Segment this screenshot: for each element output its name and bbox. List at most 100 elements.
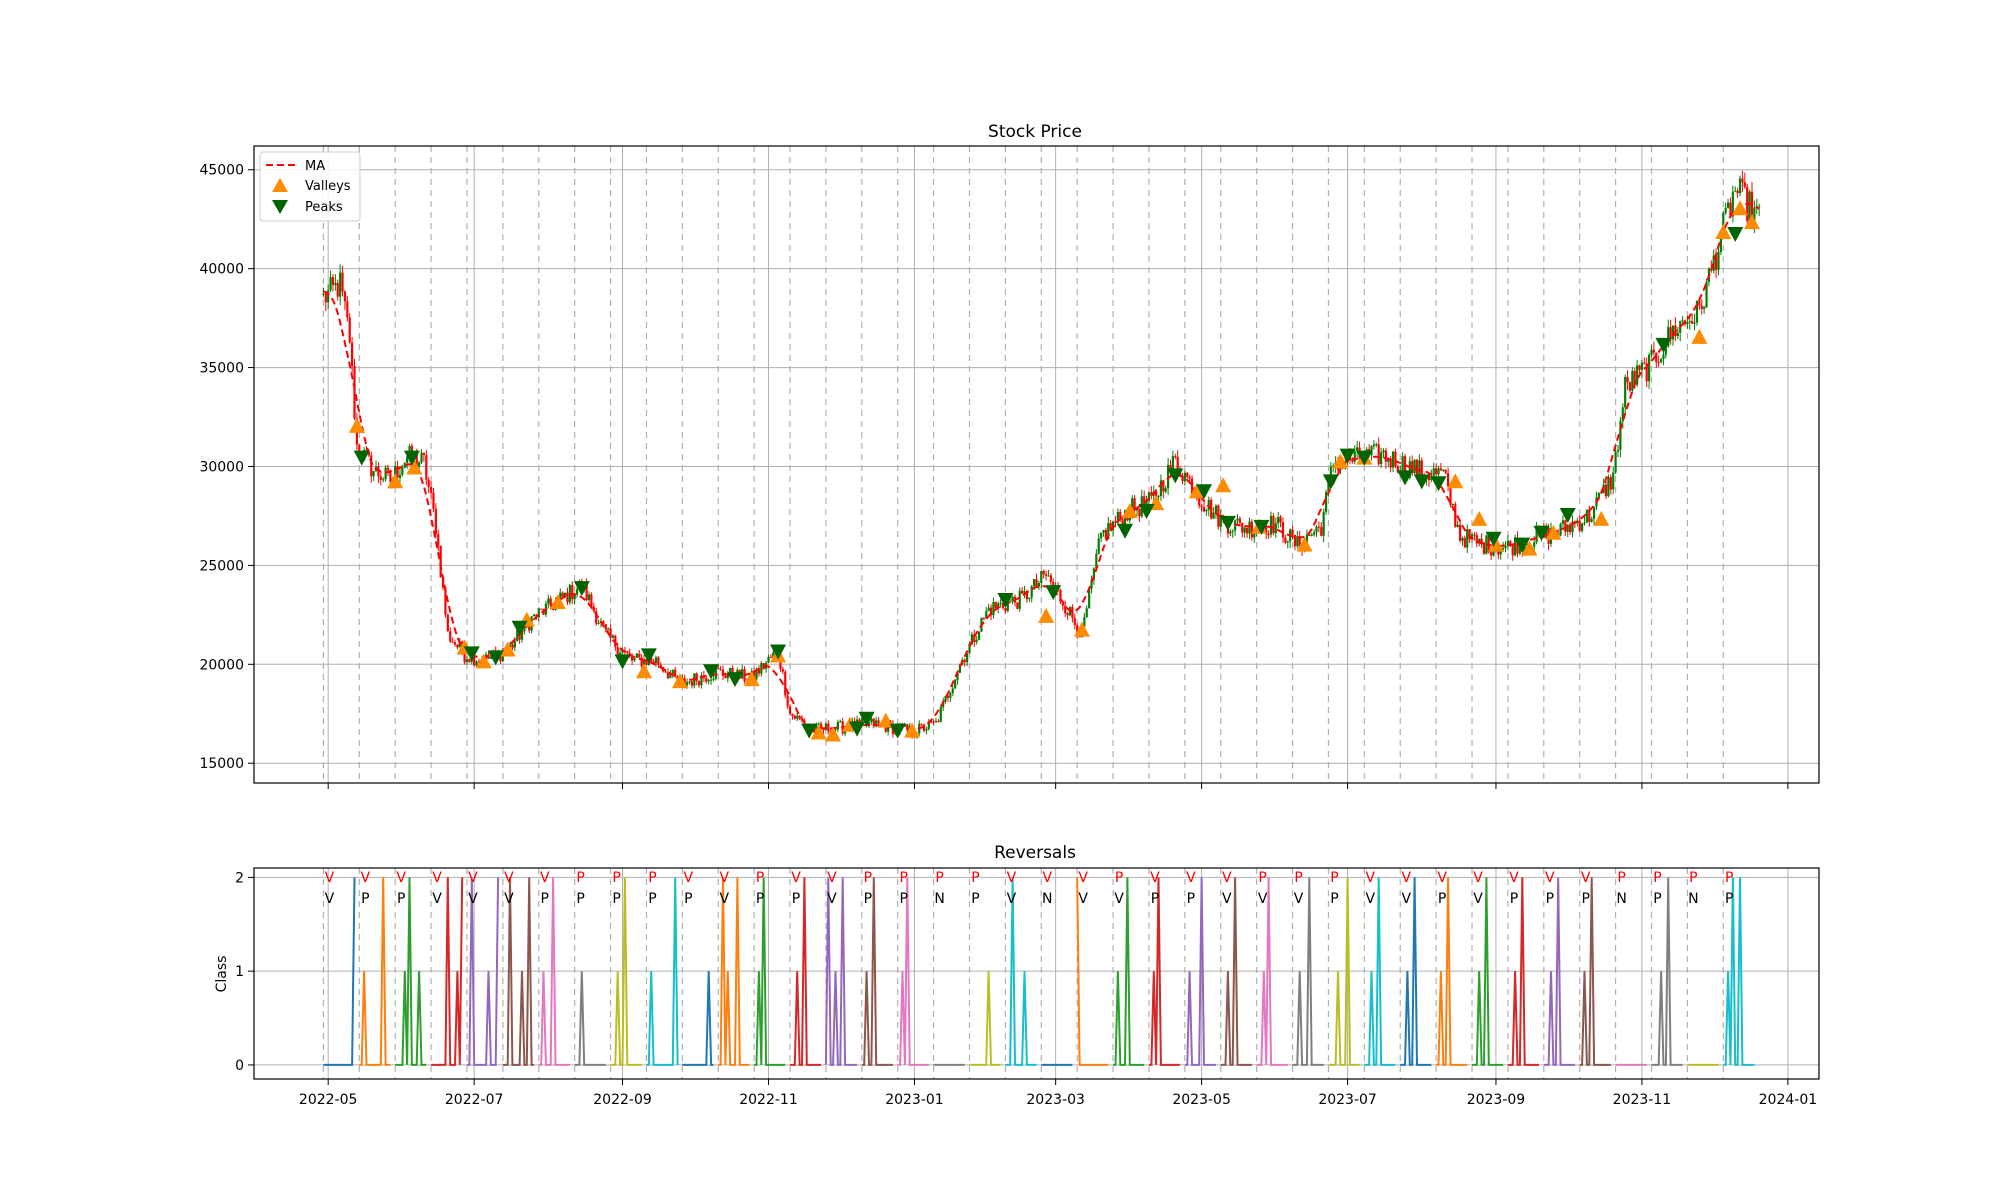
peak-marker <box>1485 531 1502 547</box>
candle-body <box>389 470 392 483</box>
reversal-bottom-label: V <box>1473 891 1483 907</box>
candle-body <box>1506 540 1510 547</box>
valley-marker <box>1447 473 1464 489</box>
candle-body <box>1597 492 1600 498</box>
reversal-bottom-label: V <box>1258 891 1268 907</box>
candle-body <box>1128 517 1131 521</box>
candle-body <box>1291 529 1294 535</box>
candle-body <box>626 650 629 653</box>
reversal-y-tick-label: 1 <box>235 964 244 980</box>
reversal-series-line <box>395 877 427 1066</box>
peak-marker <box>640 648 657 664</box>
price-legend: MA Valleys Peaks <box>259 151 361 222</box>
reversal-top-label: V <box>504 870 514 886</box>
candle-body <box>968 643 971 654</box>
reversal-series-line <box>1005 877 1037 1066</box>
legend-valley-swatch <box>272 178 288 192</box>
candle-body <box>784 671 787 696</box>
candle-body <box>839 721 842 723</box>
candle-body <box>1628 382 1632 391</box>
candle-body <box>453 642 457 645</box>
candle-body <box>1624 376 1627 408</box>
reversal-bottom-label: P <box>397 891 405 907</box>
reversal-x-tick-label: 2023-01 <box>885 1092 944 1108</box>
candle-body <box>1312 532 1316 535</box>
candle-body <box>1305 534 1309 543</box>
candle-body <box>1025 591 1029 600</box>
candle-body <box>1571 521 1574 533</box>
candle-body <box>1535 527 1538 543</box>
candle-body <box>1609 477 1612 490</box>
reversal-series-line <box>1184 877 1216 1066</box>
candle-body <box>664 671 667 673</box>
candle-body <box>1545 527 1548 538</box>
peak-marker <box>1514 537 1531 553</box>
candle-body <box>1686 321 1689 325</box>
candle-body <box>1626 376 1629 383</box>
reversal-series-line <box>861 877 893 1066</box>
reversal-x-tick-label: 2023-05 <box>1172 1092 1231 1108</box>
candle-body <box>520 631 524 640</box>
candle-body <box>437 534 440 546</box>
reversal-top-label: V <box>1581 870 1591 886</box>
candle-body <box>937 720 940 722</box>
peak-marker <box>573 581 590 597</box>
candle-body <box>1633 371 1636 385</box>
reversal-bottom-label: V <box>325 891 335 907</box>
candle-body <box>1511 545 1514 556</box>
candle-body <box>930 721 933 723</box>
candle-body <box>456 644 459 648</box>
candle-body <box>860 718 863 723</box>
candle-body <box>939 707 942 722</box>
candle-body <box>717 668 720 670</box>
candle-body <box>1413 459 1416 473</box>
candle-body <box>1042 570 1045 575</box>
candle-body <box>1315 526 1318 533</box>
peak-marker <box>1117 523 1134 539</box>
candle-body <box>327 290 330 303</box>
candle-body <box>1135 508 1139 511</box>
valley-marker <box>475 653 492 669</box>
candle-body <box>719 669 722 671</box>
candle-body <box>1435 468 1438 475</box>
candle-body <box>446 614 449 632</box>
candle-body <box>379 476 382 480</box>
reversal-bottom-label: P <box>684 891 692 907</box>
reversal-top-label: V <box>432 870 442 886</box>
candle-body <box>415 453 418 467</box>
candle-body <box>449 631 452 642</box>
peak-marker <box>1655 337 1672 353</box>
reversal-x-tick-label: 2022-05 <box>299 1092 358 1108</box>
reversal-bottom-label: P <box>1725 891 1733 907</box>
candle-body <box>1320 527 1323 536</box>
reversal-series-line <box>897 877 929 1066</box>
candle-body <box>1456 524 1459 527</box>
candle-body <box>934 720 938 722</box>
candle-body <box>1279 516 1282 523</box>
reversal-x-tick-label: 2023-09 <box>1467 1092 1526 1108</box>
candle-body <box>1188 476 1191 479</box>
candle-body <box>815 723 818 733</box>
candle-body <box>994 601 997 608</box>
peak-marker <box>1253 519 1270 535</box>
candle-body <box>827 723 830 732</box>
candle-body <box>1248 521 1251 534</box>
reversal-bottom-label: P <box>541 891 549 907</box>
reversal-top-label: P <box>1653 870 1661 886</box>
reversal-series-line <box>1149 877 1181 1066</box>
candle-body <box>394 466 397 479</box>
candle-body <box>712 678 715 680</box>
candle-body <box>1734 190 1737 192</box>
candle-body <box>1533 542 1536 547</box>
reversal-series-line <box>1436 877 1468 1066</box>
candle-body <box>1284 537 1287 543</box>
candle-body <box>429 487 433 493</box>
valley-marker <box>1121 502 1138 518</box>
reversal-bottom-label: N <box>1042 891 1052 907</box>
candle-body <box>1037 582 1040 587</box>
candle-body <box>1430 475 1433 480</box>
candle-body <box>604 624 607 630</box>
candle-body <box>432 492 435 509</box>
candle-body <box>769 656 772 658</box>
reversal-bottom-label: P <box>1330 891 1338 907</box>
